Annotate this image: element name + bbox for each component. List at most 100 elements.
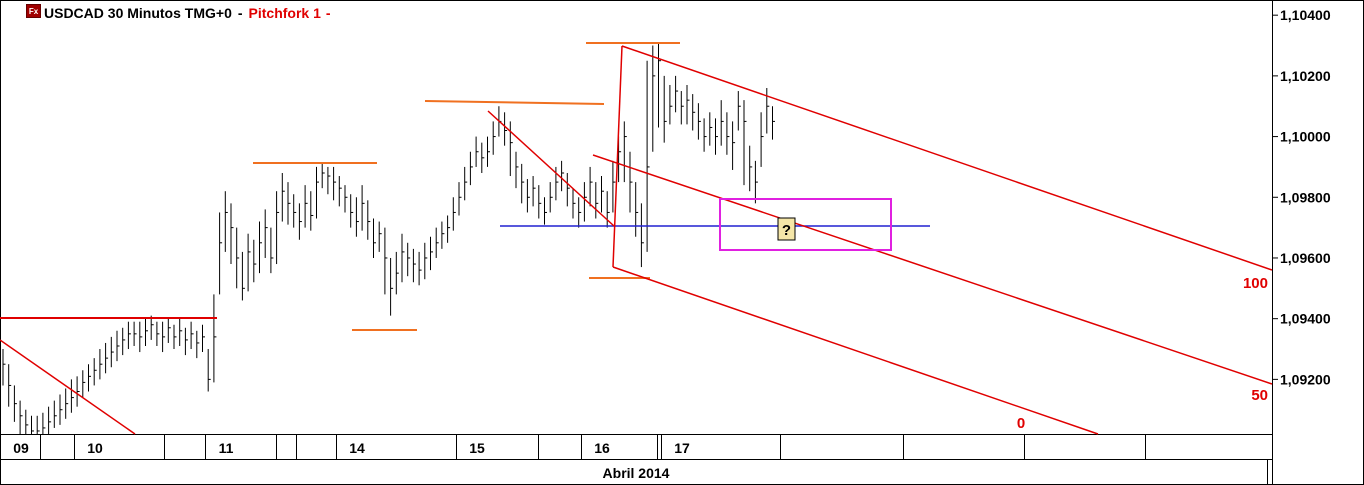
price-bar (207, 349, 211, 392)
pitchfork-handle[interactable] (487, 110, 615, 227)
price-bar (190, 321, 194, 350)
price-bar (601, 176, 604, 213)
price-bar (583, 182, 587, 222)
price-bar (224, 191, 228, 252)
price-bar (230, 203, 234, 265)
price-tick-label: 1,10400 (1280, 7, 1331, 23)
red-diagonal-trendline[interactable] (0, 339, 136, 435)
price-bar (606, 191, 610, 228)
pivot-line-3[interactable] (424, 100, 605, 105)
price-bar (48, 406, 52, 434)
price-bar (675, 75, 679, 113)
price-tick-label: 1,09800 (1280, 189, 1331, 205)
price-bar (276, 191, 280, 265)
pitchfork-pivot-connector[interactable] (612, 45, 623, 268)
price-bar (327, 166, 331, 195)
price-bar (469, 151, 473, 186)
price-bar (452, 197, 456, 231)
price-bar (36, 415, 40, 434)
price-bar (82, 370, 86, 398)
symbol-title: USDCAD 30 Minutos TMG+0 (44, 5, 232, 21)
price-bar (25, 409, 29, 434)
price-bar (726, 112, 730, 155)
day-label: 10 (87, 440, 103, 456)
price-bar (122, 327, 126, 356)
price-bar (492, 121, 496, 155)
price-bar (88, 364, 91, 392)
price-bar (355, 197, 359, 237)
price-tick-label: 1,10000 (1280, 129, 1331, 145)
fx-icon: Fx (26, 4, 41, 18)
price-bar (652, 45, 656, 152)
day-label: 09 (13, 440, 29, 456)
pitchfork-median-line[interactable] (592, 154, 1273, 385)
target-box[interactable] (719, 198, 892, 251)
price-bar (105, 342, 109, 374)
price-bar (19, 400, 23, 434)
price-bar (219, 212, 223, 295)
price-bar (663, 75, 667, 143)
price-bar (749, 145, 753, 192)
pitchfork-label-50: 50 (1251, 387, 1268, 404)
day-label: 15 (469, 440, 485, 456)
question-marker-bg[interactable] (777, 217, 796, 241)
price-bar (196, 330, 200, 359)
price-bar (344, 185, 348, 213)
price-bar (475, 136, 479, 167)
price-bar (53, 400, 57, 428)
price-bar (612, 160, 616, 213)
price-bar (338, 176, 342, 207)
price-bar (418, 251, 422, 286)
pitchfork-lower-tine[interactable] (612, 266, 1099, 435)
price-bar (720, 100, 724, 146)
drawings[interactable]: ? 100 50 0 (0, 42, 1273, 435)
price-bar (732, 121, 736, 170)
price-bar (715, 118, 718, 155)
pitchfork-upper-tine[interactable] (621, 45, 1273, 271)
price-bar (509, 121, 513, 177)
price-bar (760, 112, 764, 167)
price-bar (179, 318, 183, 346)
price-bar (538, 185, 542, 219)
pitchfork-label-100: 100 (1243, 275, 1268, 292)
price-bar (42, 412, 46, 434)
price-bar (65, 388, 69, 419)
price-bar (515, 151, 519, 189)
chart-title-bar[interactable]: USDCAD 30 Minutos TMG+0 - Pitchfork 1 - (26, 4, 331, 22)
price-bar (430, 236, 433, 271)
day-label: 14 (349, 440, 365, 456)
price-bar (150, 315, 154, 340)
price-bar (743, 100, 747, 186)
price-bar (184, 327, 188, 356)
price-bar (589, 166, 593, 207)
month-label: Abril 2014 (603, 465, 670, 481)
active-tool-name[interactable]: Pitchfork 1 (248, 5, 321, 21)
price-bar (595, 182, 599, 219)
price-bar (407, 242, 411, 277)
price-bar (686, 84, 690, 125)
price-bar (481, 142, 485, 173)
day-label: 11 (219, 440, 234, 456)
price-bar (521, 163, 525, 204)
price-bar (549, 182, 553, 213)
price-bar (772, 106, 775, 140)
price-bar (99, 349, 103, 380)
price-bar (310, 191, 314, 231)
price-bar (532, 176, 536, 207)
price-bar (259, 221, 262, 274)
price-tick-label: 1,09200 (1280, 371, 1331, 387)
price-bar (70, 379, 74, 413)
price-bar (156, 321, 160, 346)
price-bar (754, 160, 758, 204)
price-bar (646, 60, 650, 252)
price-bar (281, 172, 285, 222)
price-bar (561, 160, 565, 192)
price-bar (737, 91, 741, 131)
price-bar (76, 376, 80, 407)
price-bar (680, 91, 684, 125)
price-bars (2, 42, 775, 434)
title-separator: - (237, 5, 243, 21)
price-bar (236, 227, 240, 289)
